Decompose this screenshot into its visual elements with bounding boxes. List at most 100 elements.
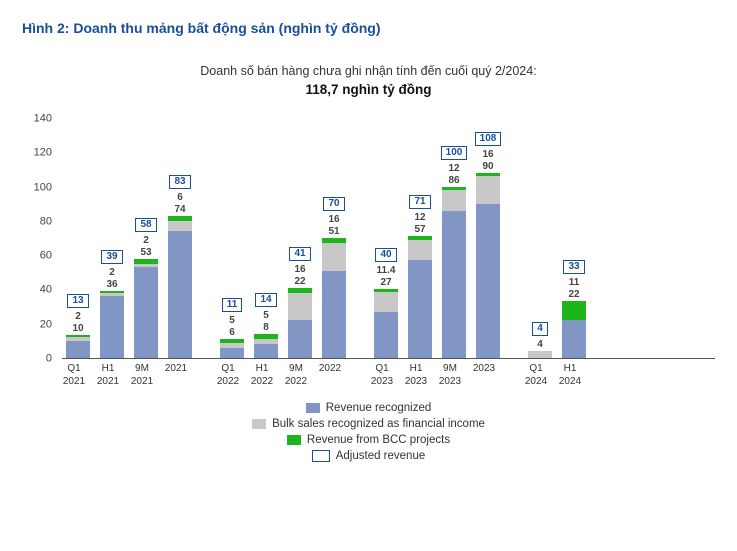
legend-item: Revenue recognized [306, 402, 432, 414]
bar-column: 4011.427 [374, 248, 398, 358]
segment-label: 16 [482, 149, 493, 161]
segment-label: 57 [414, 224, 425, 236]
bar-group: 4011.42771125710012861081690 [374, 132, 500, 358]
segment-label: 5 [263, 310, 269, 322]
bar-segment-bcc [134, 259, 158, 264]
segment-label: 22 [294, 276, 305, 288]
segment-label: 10 [72, 323, 83, 335]
bar-segment-bcc [562, 301, 586, 320]
bar-column: 1156 [220, 298, 244, 358]
adjusted-revenue-box: 58 [135, 218, 156, 232]
x-label: Q12022 [216, 363, 240, 388]
bar-segment-bulk_sales [168, 221, 192, 231]
chart: 020406080100120140 132103923658253836741… [22, 119, 715, 359]
bar-segment-revenue_recognized [220, 348, 244, 358]
subtitle-line1: Doanh số bán hàng chưa ghi nhận tính đến… [22, 64, 715, 78]
adjusted-revenue-box: 83 [169, 175, 190, 189]
bar-column: 1001286 [442, 146, 466, 358]
adjusted-revenue-box: 33 [563, 260, 584, 274]
adjusted-revenue-box: 71 [409, 195, 430, 209]
bar-segment-bcc [66, 335, 90, 337]
bar-segment-revenue_recognized [408, 260, 432, 358]
bar-segment-bcc [220, 339, 244, 342]
bar-segment-revenue_recognized [168, 231, 192, 358]
plot-area: 1321039236582538367411561458411622701651… [62, 119, 715, 359]
x-label-group: Q12023H120239M20232023 [370, 363, 496, 388]
bar-segment-bcc [254, 334, 278, 339]
bar-stack [408, 236, 432, 358]
y-tick: 0 [46, 354, 52, 365]
bar-stack [528, 351, 552, 358]
bar-segment-revenue_recognized [562, 320, 586, 358]
segment-label: 6 [229, 327, 235, 339]
y-tick: 100 [34, 182, 52, 193]
bar-segment-revenue_recognized [254, 344, 278, 358]
bar-segment-bulk_sales [254, 339, 278, 344]
bar-group: 44331122 [528, 260, 586, 358]
segment-label: 22 [568, 289, 579, 301]
x-axis-labels: Q12021H120219M20212021Q12022H120229M2022… [22, 359, 715, 388]
x-label-group: Q12021H120219M20212021 [62, 363, 188, 388]
adjusted-revenue-box: 41 [289, 247, 310, 261]
adjusted-revenue-box: 100 [441, 146, 468, 160]
bar-stack [288, 288, 312, 358]
x-label: Q12023 [370, 363, 394, 388]
bar-segment-revenue_recognized [322, 271, 346, 358]
segment-label: 2 [75, 311, 81, 323]
x-label: Q12024 [524, 363, 548, 388]
segment-label: 51 [328, 226, 339, 238]
segment-label: 86 [448, 175, 459, 187]
bar-stack [322, 238, 346, 358]
legend-item: Adjusted revenue [312, 450, 426, 462]
segment-label: 74 [174, 204, 185, 216]
bar-segment-bcc [168, 216, 192, 221]
x-label-group: Q12024 H12024 [524, 363, 582, 388]
bar-column: 44 [528, 322, 552, 358]
bar-column: 58 253 [134, 218, 158, 358]
segment-label: 12 [414, 212, 425, 224]
segment-label: 2 [143, 235, 149, 247]
bar-segment-bulk_sales [528, 351, 552, 358]
x-label: 9M2021 [130, 363, 154, 388]
legend-swatch [312, 450, 330, 462]
y-axis: 020406080100120140 [22, 119, 56, 359]
bar-column: 33 1122 [562, 260, 586, 358]
bar-stack [220, 339, 244, 358]
legend: Revenue recognizedBulk sales recognized … [22, 402, 715, 462]
bar-stack [442, 187, 466, 358]
bar-segment-revenue_recognized [288, 320, 312, 358]
y-tick: 80 [40, 216, 52, 227]
bar-stack [562, 301, 586, 358]
bars-row: 1321039236582538367411561458411622701651… [62, 132, 715, 358]
segment-label: 2 [109, 267, 115, 279]
bar-column: 1458 [254, 293, 278, 358]
segment-label: 6 [177, 192, 183, 204]
bar-stack [134, 259, 158, 358]
segment-label: 11 [569, 277, 580, 289]
y-tick: 20 [40, 319, 52, 330]
x-label: H12021 [96, 363, 120, 388]
bar-segment-bcc [100, 291, 124, 293]
adjusted-revenue-box: 40 [375, 248, 396, 262]
x-label: H12024 [558, 363, 582, 388]
adjusted-revenue-box: 4 [532, 322, 548, 336]
legend-swatch [306, 403, 320, 413]
segment-label: 53 [140, 247, 151, 259]
bar-group: 11561458411622701651 [220, 197, 346, 358]
bar-stack [66, 335, 90, 358]
segment-label: 36 [106, 279, 117, 291]
bar-segment-revenue_recognized [66, 341, 90, 358]
adjusted-revenue-box: 11 [222, 298, 243, 312]
adjusted-revenue-box: 108 [475, 132, 502, 146]
y-tick: 40 [40, 285, 52, 296]
x-label: H12022 [250, 363, 274, 388]
bar-segment-revenue_recognized [476, 204, 500, 358]
bar-segment-bcc [442, 187, 466, 190]
bar-column: 701651 [322, 197, 346, 358]
x-label: Q12021 [62, 363, 86, 388]
segment-label: 4 [537, 339, 543, 351]
x-label: H12023 [404, 363, 428, 388]
bar-segment-revenue_recognized [134, 267, 158, 358]
bar-segment-bcc [476, 173, 500, 176]
bar-column: 13210 [66, 294, 90, 358]
